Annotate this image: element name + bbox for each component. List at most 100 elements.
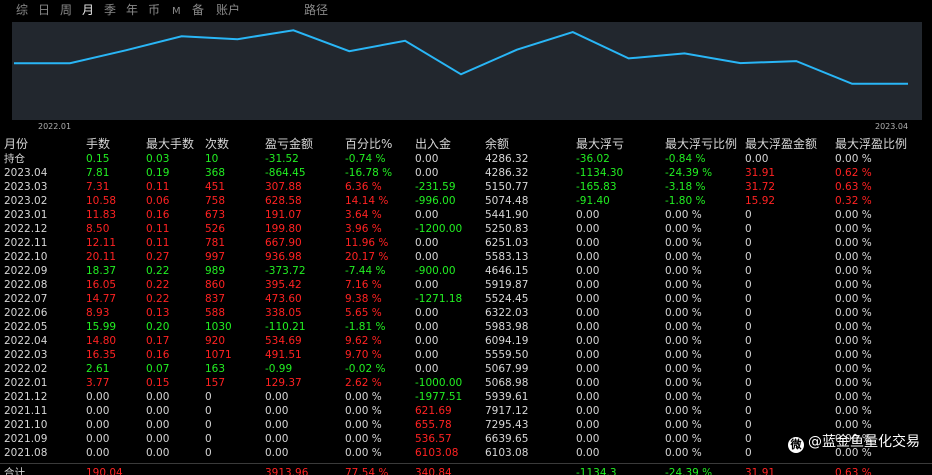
table-cell: 0 <box>745 209 752 221</box>
table-cell: 11.83 <box>86 209 117 221</box>
table-cell: 621.69 <box>415 405 452 417</box>
table-cell: 14.80 <box>86 335 117 347</box>
table-cell: 0.00 % <box>345 405 382 417</box>
table-cell: 0.00 <box>576 419 600 431</box>
table-cell: 0.00 <box>576 447 600 459</box>
table-cell: 0.00 % <box>665 265 702 277</box>
table-cell: 6103.08 <box>485 447 529 459</box>
table-row: 2022.06 8.93 0.13 588 338.05 5.65 % 0.00 6322.0… <box>0 306 932 320</box>
tab-3[interactable]: 月 <box>82 3 95 17</box>
table-cell: 0.00 <box>146 447 170 459</box>
table-row: 2021.11 0.00 0.00 0 0.00 0.00 % 621.69 7917.12 0… <box>0 404 932 418</box>
x-tick-label-start: 2022.01 <box>38 122 71 131</box>
table-cell: 2023.03 <box>4 181 48 193</box>
table-cell: 0 <box>205 433 212 445</box>
column-header[interactable]: 最大浮盈比例 <box>835 137 908 151</box>
table-cell: 451 <box>205 181 226 193</box>
table-cell: 0.03 <box>146 153 170 165</box>
table-cell: 0.16 <box>146 349 170 361</box>
table-cell: -1.81 % <box>345 321 386 333</box>
table-cell: 2023.02 <box>4 195 48 207</box>
table-cell: 0.00 <box>146 391 170 403</box>
table-cell: 0 <box>745 419 752 431</box>
table-cell: 0.00 % <box>835 405 872 417</box>
table-cell: 0.00 % <box>665 279 702 291</box>
table-cell: 0.00 % <box>345 391 382 403</box>
table-cell: 7295.43 <box>485 419 529 431</box>
table-cell: 2.62 % <box>345 377 382 389</box>
table-cell: 667.90 <box>265 237 302 249</box>
table-row: 2022.11 12.11 0.11 781 667.90 11.96 % 0.00 6251… <box>0 236 932 250</box>
table-cell: -1134.30 <box>576 167 624 179</box>
table-cell: -996.00 <box>415 195 456 207</box>
tab-4[interactable]: 季 <box>104 3 117 17</box>
total-separator <box>0 463 932 464</box>
table-cell: 5067.99 <box>485 363 529 375</box>
table-row: 持仓 0.15 0.03 10 -31.52 -0.74 % 0.00 4286.32 -36.… <box>0 152 932 166</box>
column-header[interactable]: 盈亏金额 <box>265 137 314 151</box>
column-header[interactable]: 百分比% <box>345 137 393 151</box>
table-cell: -7.44 % <box>345 265 386 277</box>
table-cell: 2022.05 <box>4 321 48 333</box>
column-header[interactable]: 次数 <box>205 137 230 151</box>
table-cell: 0.00 % <box>835 293 872 305</box>
table-cell: 307.88 <box>265 181 302 193</box>
table-cell: 0.00 % <box>665 307 702 319</box>
table-cell: 0.00 <box>146 433 170 445</box>
column-header[interactable]: 出入金 <box>415 137 452 151</box>
tab-2[interactable]: 周 <box>60 3 73 17</box>
table-cell: 6251.03 <box>485 237 529 249</box>
table-cell: 0.00 % <box>835 265 872 277</box>
table-row: 2022.04 14.80 0.17 920 534.69 9.62 % 0.00 6094.… <box>0 334 932 348</box>
table-cell: 0.00 <box>415 251 439 263</box>
table-cell: 199.80 <box>265 223 302 235</box>
table-cell: 0.00 % <box>835 321 872 333</box>
column-header[interactable]: 最大手数 <box>146 137 195 151</box>
table-cell: 5068.98 <box>485 377 529 389</box>
tab-7[interactable]: M <box>172 6 181 17</box>
table-cell: 588 <box>205 307 226 319</box>
tab-6[interactable]: 币 <box>148 3 161 17</box>
table-cell: 0.00 % <box>665 391 702 403</box>
table-cell: 14.14 % <box>345 195 389 207</box>
table-cell: 0.00 % <box>835 349 872 361</box>
table-cell: 0.00 <box>86 419 110 431</box>
tab-9[interactable]: 账户 <box>216 3 241 17</box>
table-cell: 163 <box>205 363 226 375</box>
column-header[interactable]: 余额 <box>485 137 510 151</box>
tab-8[interactable]: 备 <box>192 3 205 17</box>
column-header[interactable]: 手数 <box>86 137 111 151</box>
table-cell: 5150.77 <box>485 181 529 193</box>
table-cell: 持仓 <box>4 153 25 165</box>
table-cell: 0.00 % <box>665 433 702 445</box>
table-cell: 0.00 % <box>835 307 872 319</box>
table-cell: 2022.09 <box>4 265 48 277</box>
table-cell: 0.06 <box>146 195 170 207</box>
total-cell: 77.54 % <box>345 467 389 475</box>
column-header[interactable]: 最大浮亏 <box>576 137 625 151</box>
tab-10[interactable]: 路径 <box>304 3 329 17</box>
table-cell: -864.45 <box>265 167 306 179</box>
column-header[interactable]: 月份 <box>4 137 29 151</box>
column-header[interactable]: 最大浮盈金额 <box>745 137 818 151</box>
table-cell: -165.83 <box>576 181 617 193</box>
watermark-text: @蓝金鱼量化交易 <box>808 434 920 450</box>
table-cell: 0.00 % <box>345 419 382 431</box>
table-cell: 0 <box>745 335 752 347</box>
table-cell: 0.00 % <box>665 223 702 235</box>
table-cell: 2022.07 <box>4 293 48 305</box>
tab-5[interactable]: 年 <box>126 3 139 17</box>
table-cell: 0 <box>745 265 752 277</box>
table-cell: 0.00 % <box>665 209 702 221</box>
total-cell: 3913.96 <box>265 467 309 475</box>
total-cell: 31.91 <box>745 467 776 475</box>
table-cell: 0.00 <box>576 363 600 375</box>
column-header[interactable]: 最大浮亏比例 <box>665 137 738 151</box>
table-cell: 0.00 <box>146 405 170 417</box>
table-cell: 0.00 % <box>345 447 382 459</box>
tab-0[interactable]: 综 <box>16 3 29 17</box>
table-cell: 3.96 % <box>345 223 382 235</box>
table-total-row: 合计 190.04 3913.96 77.54 % 340.84 -1134.3 -24.3… <box>0 466 932 475</box>
table-cell: 11.96 % <box>345 237 389 249</box>
tab-1[interactable]: 日 <box>38 3 51 17</box>
